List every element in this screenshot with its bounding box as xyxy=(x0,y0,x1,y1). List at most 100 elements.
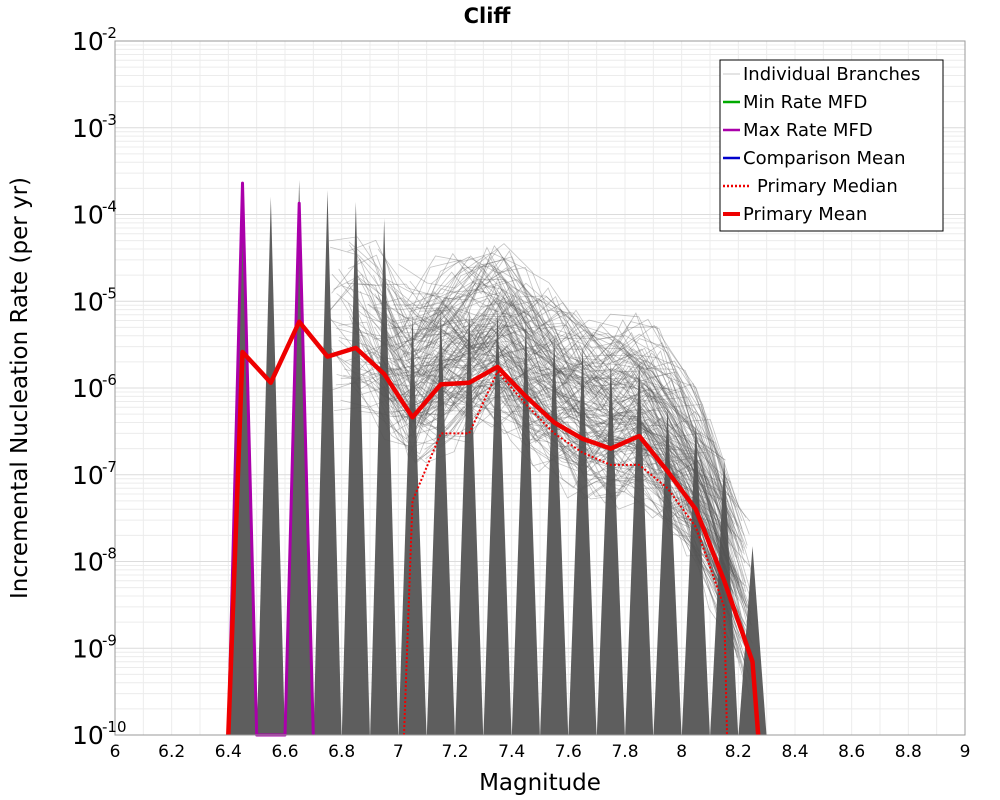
y-tick-label: 10 xyxy=(72,461,104,490)
y-tick-exponent: -3 xyxy=(102,111,117,129)
y-tick-label: 10 xyxy=(72,27,104,56)
y-tick-labels: 10-210-310-410-510-610-710-810-910-10 xyxy=(72,24,127,750)
branch-line xyxy=(338,268,736,558)
branch-line xyxy=(347,239,745,536)
branch-line xyxy=(351,285,750,624)
branch-line xyxy=(359,379,728,602)
branch-line xyxy=(373,260,743,530)
branch-line xyxy=(368,245,738,527)
branch-line xyxy=(393,380,734,594)
y-tick-exponent: -10 xyxy=(102,718,127,736)
branch-line xyxy=(382,299,752,626)
branch-line xyxy=(377,295,747,609)
branch-line xyxy=(361,317,731,581)
branch-line xyxy=(418,259,732,483)
branch-line xyxy=(415,347,728,582)
branch-line xyxy=(330,278,728,510)
branch-line xyxy=(407,331,748,651)
branch-line xyxy=(349,381,747,649)
branch-line xyxy=(383,360,753,644)
branch-line xyxy=(421,265,734,529)
branch-line xyxy=(356,308,726,570)
branch-spike xyxy=(398,314,427,735)
branch-line xyxy=(405,373,746,626)
branch-line xyxy=(391,279,732,534)
branch-line xyxy=(382,308,752,609)
branch-line xyxy=(412,277,726,503)
branch-line xyxy=(336,345,734,592)
branch-line xyxy=(384,328,726,531)
branch-line xyxy=(340,390,738,659)
branch-line xyxy=(359,356,729,583)
x-tick-label: 9 xyxy=(960,742,971,762)
branch-line xyxy=(406,252,748,546)
branch-line xyxy=(395,286,737,540)
branch-line xyxy=(349,335,747,607)
branch-line xyxy=(385,359,727,621)
branch-line xyxy=(403,378,744,675)
branch-spike xyxy=(285,179,314,735)
branch-line xyxy=(333,273,731,570)
x-tick-label: 8.8 xyxy=(895,742,922,762)
branch-line xyxy=(358,379,728,651)
branch-line xyxy=(410,328,752,620)
y-tick-label: 10 xyxy=(72,634,104,663)
branch-line xyxy=(420,325,733,584)
branch-line xyxy=(392,377,733,649)
series-line-primary-median xyxy=(403,370,728,736)
branch-line xyxy=(330,319,728,569)
branch-line xyxy=(422,312,735,581)
branch-line xyxy=(387,288,728,503)
branch-spike xyxy=(681,422,710,735)
branch-line xyxy=(405,313,747,593)
branch-line xyxy=(374,293,744,604)
branch-line xyxy=(390,243,732,491)
y-tick-label: 10 xyxy=(72,721,104,750)
x-tick-labels: 6 6.2 6.4 6.6 6.8 7 7.2 7.4 7.6 7.8 8 8.2 8.4 8.6 8.8 9 xyxy=(110,742,971,762)
y-tick-label: 10 xyxy=(72,548,104,577)
y-tick-label: 10 xyxy=(72,201,104,230)
individual-branches xyxy=(228,179,767,736)
x-tick-label: 7.6 xyxy=(555,742,582,762)
branch-line xyxy=(393,267,734,540)
legend-label: Min Rate MFD xyxy=(743,92,867,113)
branch-spike xyxy=(426,309,455,735)
branch-line xyxy=(369,351,739,601)
branch-line xyxy=(338,331,737,572)
branch-line xyxy=(365,357,735,640)
branch-line xyxy=(405,327,747,603)
branch-line xyxy=(412,352,726,561)
branch-line xyxy=(342,285,740,586)
branch-line xyxy=(372,318,742,616)
branch-line xyxy=(379,325,749,629)
branch-line xyxy=(329,246,728,528)
legend-label: Individual Branches xyxy=(743,64,920,85)
branch-line xyxy=(391,326,733,600)
x-tick-label: 8.6 xyxy=(838,742,865,762)
chart-title: Cliff xyxy=(464,4,512,28)
branch-spike xyxy=(738,546,767,735)
branch-line xyxy=(367,303,737,597)
branch-spike xyxy=(540,335,569,735)
branch-spike xyxy=(511,320,540,735)
branch-line xyxy=(373,294,743,543)
branch-line xyxy=(392,305,734,519)
x-tick-label: 8.2 xyxy=(725,742,752,762)
branch-line xyxy=(410,342,752,673)
branch-line xyxy=(370,315,740,584)
branch-line xyxy=(423,271,736,525)
branch-line xyxy=(351,361,749,645)
branch-line xyxy=(330,347,729,615)
branch-line xyxy=(397,295,738,590)
y-tick-exponent: -8 xyxy=(102,545,117,563)
branch-line xyxy=(392,323,734,547)
branch-line xyxy=(334,393,732,596)
legend-box xyxy=(719,59,944,232)
branch-line xyxy=(349,244,747,518)
branch-line xyxy=(388,280,729,484)
branch-line xyxy=(415,335,728,591)
x-tick-label: 6.6 xyxy=(271,742,298,762)
branch-spike xyxy=(341,201,370,736)
branch-line xyxy=(391,377,732,653)
y-tick-exponent: -7 xyxy=(102,458,117,476)
